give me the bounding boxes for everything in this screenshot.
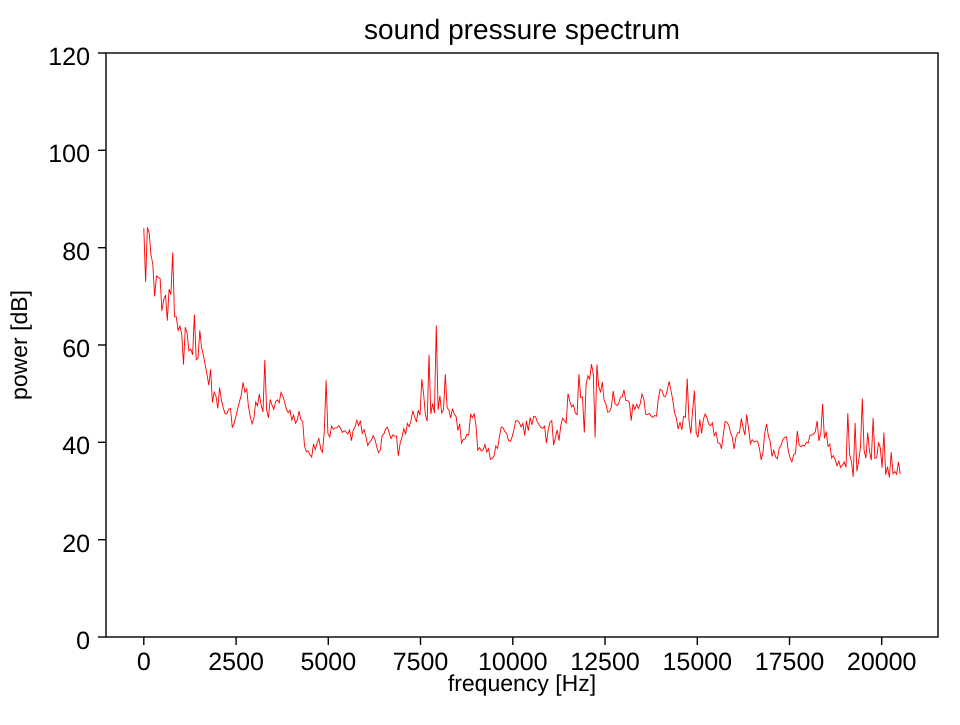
svg-text:power [dB]: power [dB] (6, 290, 32, 400)
